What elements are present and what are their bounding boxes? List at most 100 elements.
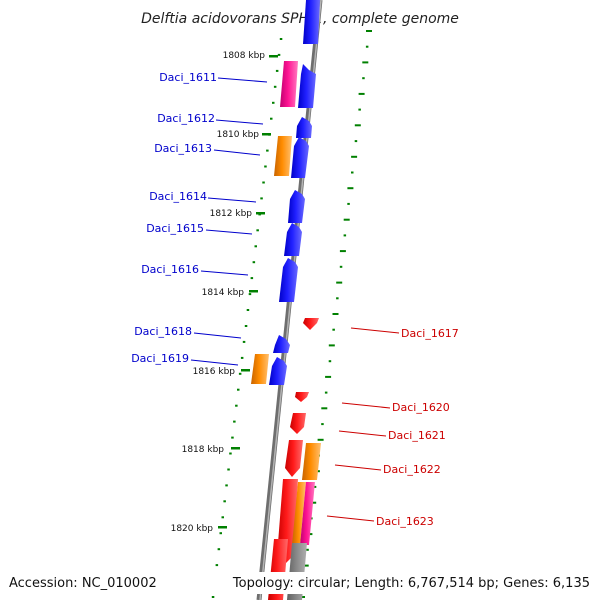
scale-dot: [328, 344, 335, 347]
gene-label-daci-1614[interactable]: Daci_1614: [149, 190, 207, 203]
gene-arrow-daci-1611[interactable]: [298, 64, 316, 108]
scale-dot: [215, 564, 219, 567]
ruler-label: 1816 kbp: [193, 367, 236, 377]
scale-dot: [250, 277, 254, 280]
left-features: [251, 61, 298, 384]
gene-label-daci-1612[interactable]: Daci_1612: [157, 112, 215, 125]
scale-dot: [244, 325, 248, 327]
scale-dot: [277, 53, 281, 56]
gene-label-daci-1611[interactable]: Daci_1611: [159, 71, 217, 84]
scale-dot: [321, 407, 328, 410]
feature-orange[interactable]: [251, 354, 269, 384]
scale-dot: [217, 548, 221, 551]
ruler-ticks: [218, 55, 278, 529]
gene-label-daci-1618[interactable]: Daci_1618: [134, 325, 192, 338]
scale-dot: [260, 197, 263, 200]
scale-dot: [317, 438, 324, 441]
scale-dot: [324, 391, 328, 394]
gene-arrow-daci-1617[interactable]: [303, 318, 319, 330]
gene-arrow-daci-1615[interactable]: [284, 223, 302, 256]
gene-label-daci-1620[interactable]: Daci_1620: [392, 401, 450, 414]
scale-dot: [225, 484, 228, 487]
scale-dot: [358, 92, 365, 95]
scale-dot: [351, 155, 358, 158]
scale-dot: [354, 124, 361, 127]
gene-label-daci-1613[interactable]: Daci_1613: [154, 142, 212, 155]
gene-arrow-daci-1616[interactable]: [279, 258, 298, 302]
scale-dot: [240, 356, 244, 359]
scale-dot: [279, 38, 283, 40]
scale-dot: [227, 468, 230, 471]
scale-dot: [231, 436, 234, 439]
feature-magenta[interactable]: [300, 482, 315, 545]
gene-label-daci-1621[interactable]: Daci_1621: [388, 429, 446, 442]
feature-orange[interactable]: [274, 136, 292, 176]
gene-arrow-daci-1613[interactable]: [291, 137, 309, 178]
genome-summary: Topology: circular; Length: 6,767,514 bp…: [232, 576, 590, 591]
gene-label-daci-1622[interactable]: Daci_1622: [383, 463, 441, 476]
scale-dot: [223, 500, 226, 503]
scale-dot: [233, 420, 236, 423]
scale-dot: [211, 596, 215, 598]
scale-dot: [238, 372, 242, 375]
leader-lines-left: [190, 77, 268, 366]
scale-dot: [332, 328, 335, 331]
ruler-label: 1818 kbp: [182, 445, 225, 455]
gene-arrow-daci-1618[interactable]: [273, 335, 290, 353]
scale-dot: [332, 313, 339, 315]
ruler-label: 1812 kbp: [210, 209, 253, 219]
scale-dot: [275, 69, 279, 72]
gene-arrow-daci-1621[interactable]: [290, 413, 306, 434]
feature-orange[interactable]: [292, 482, 306, 545]
scale-dot: [343, 218, 350, 221]
feature-orange[interactable]: [302, 443, 321, 480]
scale-dot: [237, 388, 240, 391]
ruler-label: 1810 kbp: [217, 130, 260, 140]
scale-dot: [270, 117, 273, 120]
scale-dot: [248, 293, 252, 296]
accession-label: Accession: NC_010002: [9, 576, 157, 591]
scale-dot: [310, 501, 317, 504]
scale-dot: [221, 516, 224, 519]
scale-dot: [229, 452, 232, 455]
gene-arrow-daci-1622[interactable]: [285, 440, 303, 477]
gene-arrow-daci-1614[interactable]: [288, 190, 305, 223]
scale-dot: [264, 165, 267, 168]
gene-arrow-daci-1612[interactable]: [296, 117, 312, 138]
ruler-label: 1808 kbp: [223, 51, 266, 61]
scale-dot: [336, 297, 339, 300]
forward-genes: [269, 0, 320, 385]
footer-background: [0, 572, 600, 594]
scale-dot: [256, 229, 259, 232]
map-title: Delftia acidovorans SPH-1, complete geno…: [141, 11, 459, 27]
scale-dot: [354, 140, 358, 143]
gene-arrow-top[interactable]: [303, 0, 320, 44]
scale-dot: [366, 30, 372, 32]
scale-dot: [313, 485, 317, 488]
leader-lines-right: [326, 327, 400, 522]
gene-label-daci-1619[interactable]: Daci_1619: [131, 352, 189, 365]
scale-dot: [262, 181, 265, 184]
scale-dot: [362, 77, 365, 80]
feature-magenta[interactable]: [280, 61, 298, 107]
scale-dot: [272, 101, 275, 104]
scale-dot: [339, 250, 346, 253]
scale-dot: [306, 548, 309, 551]
gene-arrow-daci-1619[interactable]: [269, 357, 287, 385]
scale-dot: [339, 265, 343, 268]
scale-dot: [347, 202, 350, 205]
ruler-label: 1814 kbp: [202, 288, 245, 298]
scale-dot: [336, 281, 343, 284]
scale-dot: [246, 309, 250, 311]
gene-label-daci-1616[interactable]: Daci_1616: [141, 263, 199, 276]
scale-dot: [302, 564, 309, 567]
gene-label-daci-1617[interactable]: Daci_1617: [401, 327, 459, 340]
scale-dot: [254, 245, 257, 248]
scale-dot: [252, 261, 256, 264]
gene-arrow-daci-1620[interactable]: [295, 392, 309, 402]
gene-label-daci-1623[interactable]: Daci_1623: [376, 515, 434, 528]
gene-label-daci-1615[interactable]: Daci_1615: [146, 222, 204, 235]
scale-dot: [325, 375, 332, 378]
